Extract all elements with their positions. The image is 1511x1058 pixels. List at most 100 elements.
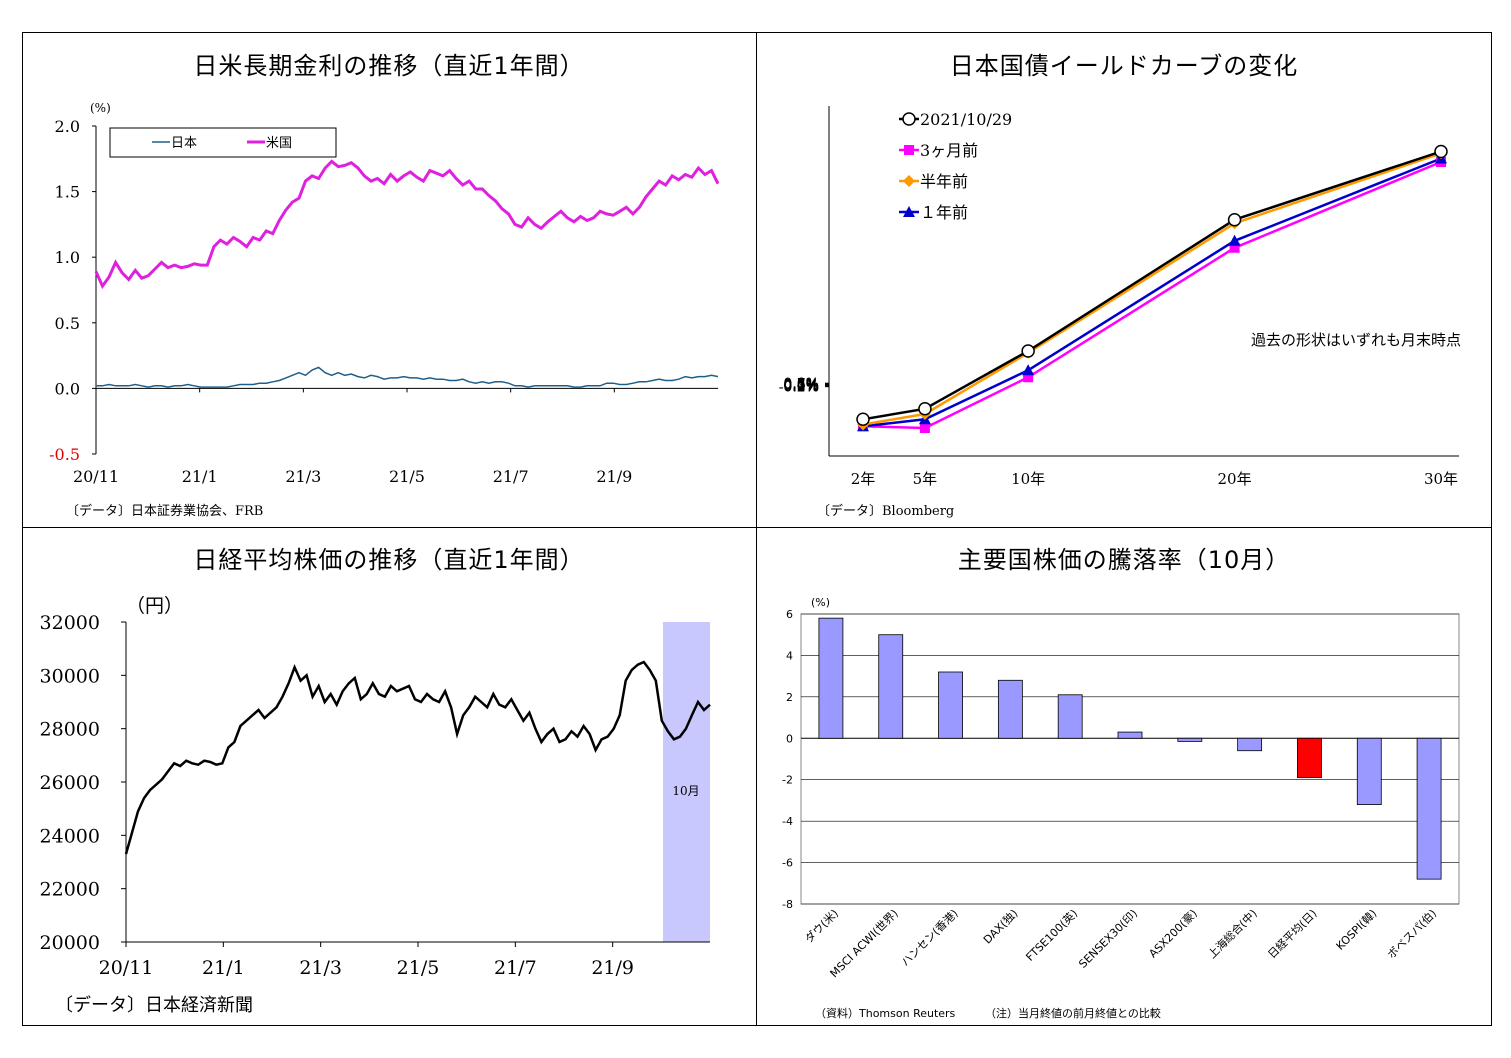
- marker-circle: [918, 402, 932, 416]
- panel-yield-curve: 日本国債イールドカーブの変化 0.8% 0.7% 0.6% 0.5% 0.4% 0.3% 0…: [757, 32, 1491, 527]
- series-line: [862, 150, 1442, 421]
- y-tick-label: 4: [786, 649, 793, 662]
- y-tick-label: -4: [782, 815, 793, 828]
- frame-horizontal-divider: [22, 527, 1492, 528]
- y-tick-label: 32000: [40, 612, 100, 634]
- legend-label: 2021/10/29: [920, 110, 1012, 129]
- bar: [1356, 737, 1382, 805]
- y-tick-label: -0.2%: [779, 380, 819, 396]
- x-tick-label: 21/5: [397, 957, 440, 979]
- x-tick-label: 21/7: [494, 957, 537, 979]
- y-tick-label: -2: [782, 774, 793, 787]
- frame-top: [22, 32, 1492, 33]
- y-tick-label: -6: [782, 857, 793, 870]
- frame-right: [1491, 32, 1492, 1026]
- marker-circle: [856, 412, 870, 426]
- y-tick-label: 0.5%: [783, 377, 819, 393]
- x-tick-label: 21/9: [596, 467, 632, 486]
- bar: [1297, 737, 1322, 779]
- x-tick-label: 30年: [1424, 470, 1458, 488]
- y-tick-label: 0.2%: [783, 378, 819, 394]
- y-tick-label: 0.4%: [783, 378, 819, 394]
- data-source: （資料）Thomson Reuters: [815, 1007, 956, 1020]
- marker-diamond: [903, 175, 915, 187]
- bar: [1177, 737, 1203, 742]
- marker-square: [1023, 372, 1034, 383]
- chart-title: 日米長期金利の推移（直近1年間）: [193, 52, 585, 80]
- y-tick-label: 0.7%: [783, 377, 819, 393]
- y-unit-label: (%): [811, 596, 830, 609]
- marker-square: [1229, 242, 1240, 253]
- frame-left: [22, 32, 23, 1026]
- marker-circle: [1434, 144, 1448, 159]
- x-tick-label: 21/3: [285, 467, 321, 486]
- y-tick-label: 28000: [40, 719, 100, 741]
- y-tick-label: 24000: [40, 825, 100, 847]
- series-line: [862, 160, 1442, 430]
- frame-vertical-divider: [756, 32, 757, 1026]
- y-tick-label: 0: [786, 732, 793, 745]
- x-tick-label: 20年: [1218, 470, 1252, 488]
- chart-title: 日経平均株価の推移（直近1年間）: [193, 546, 585, 574]
- legend-box: [109, 127, 337, 158]
- x-tick-label: 10年: [1011, 470, 1045, 488]
- y-unit-label: （円）: [126, 595, 183, 617]
- bar: [1117, 731, 1143, 739]
- x-tick-label: 20/11: [73, 467, 119, 486]
- yield-chart: (%) 2.0 1.5 1.0 0.5 0.0 -0.5 20/11 21/1 21/3 21/5 2…: [49, 101, 720, 486]
- x-tick-label: 21/3: [299, 957, 342, 979]
- y-tick-label: 30000: [40, 665, 100, 687]
- bar: [1057, 694, 1083, 739]
- x-tick-label: ASX200(豪): [1146, 906, 1200, 960]
- chart-title: 主要国株価の騰落率（10月）: [957, 546, 1291, 574]
- data-source: 〔データ〕日本経済新聞: [55, 995, 253, 1016]
- x-tick-label: 日経平均(日): [1265, 907, 1319, 961]
- data-source: 〔データ〕Bloomberg: [817, 504, 955, 519]
- x-tick-label: 5年: [913, 470, 938, 488]
- x-tick-label: ボベスパ(伯): [1384, 906, 1439, 961]
- legend-label: 日本: [171, 136, 197, 151]
- x-tick-label: 21/9: [591, 957, 634, 979]
- y-tick-label: 0.0: [55, 379, 80, 398]
- marker-triangle: [1228, 234, 1241, 246]
- x-tick-label: 21/5: [389, 467, 425, 486]
- y-tick-label: 2: [786, 691, 793, 704]
- bar: [818, 617, 844, 739]
- x-tick-label: 21/7: [493, 467, 529, 486]
- yield-curve-chart: 0.8%0.7%0.6%0.5%0.4%0.3%0.2%0.1%0.0%-0.1…: [779, 106, 1461, 488]
- y-tick-label: 1.5: [55, 183, 80, 202]
- bar: [938, 671, 963, 739]
- y-tick-label: 0.1%: [783, 379, 819, 395]
- bar: [1416, 737, 1442, 880]
- legend-label: １年前: [920, 203, 968, 222]
- panel-jp-us-yields: 日米長期金利の推移（直近1年間） (%) 2.0 1.5 1.0 0.5 0.0 -0.5 2…: [22, 32, 756, 527]
- series-line-japan: [96, 366, 719, 388]
- x-tick-label: KOSPI(韓): [1334, 907, 1380, 953]
- y-tick-label: 26000: [40, 772, 100, 794]
- y-tick-label: -0.1%: [779, 379, 819, 395]
- bar: [878, 634, 904, 739]
- marker-circle: [1227, 213, 1242, 227]
- marker-triangle: [1022, 364, 1035, 376]
- x-tick-label: ダウ(米): [802, 906, 841, 945]
- series-line-us: [94, 159, 720, 290]
- x-tick-label: 2年: [851, 470, 876, 488]
- bar: [1237, 737, 1263, 752]
- y-unit-label: (%): [90, 101, 111, 115]
- chart-title: 日本国債イールドカーブの変化: [949, 52, 1299, 80]
- y-tick-label: 1.0: [55, 248, 80, 267]
- y-tick-label: 20000: [40, 932, 100, 954]
- x-tick-label: FTSE100(英): [1023, 906, 1081, 964]
- nikkei-chart: 10月 （円） 32000 30000 28000 26000 24000 22000 2000…: [40, 595, 711, 979]
- marker-circle: [902, 112, 916, 126]
- legend-label: 3ヶ月前: [920, 141, 978, 160]
- bar: [997, 679, 1023, 739]
- x-tick-label: 上海総合(中): [1205, 906, 1260, 961]
- y-tick-label: 0.5: [55, 314, 80, 333]
- frame-bottom: [22, 1025, 1492, 1026]
- marker-triangle: [903, 206, 915, 217]
- x-tick-label: 20/11: [99, 957, 154, 979]
- annotation: 過去の形状はいずれも月末時点: [1251, 331, 1461, 349]
- y-tick-label: 22000: [40, 879, 100, 901]
